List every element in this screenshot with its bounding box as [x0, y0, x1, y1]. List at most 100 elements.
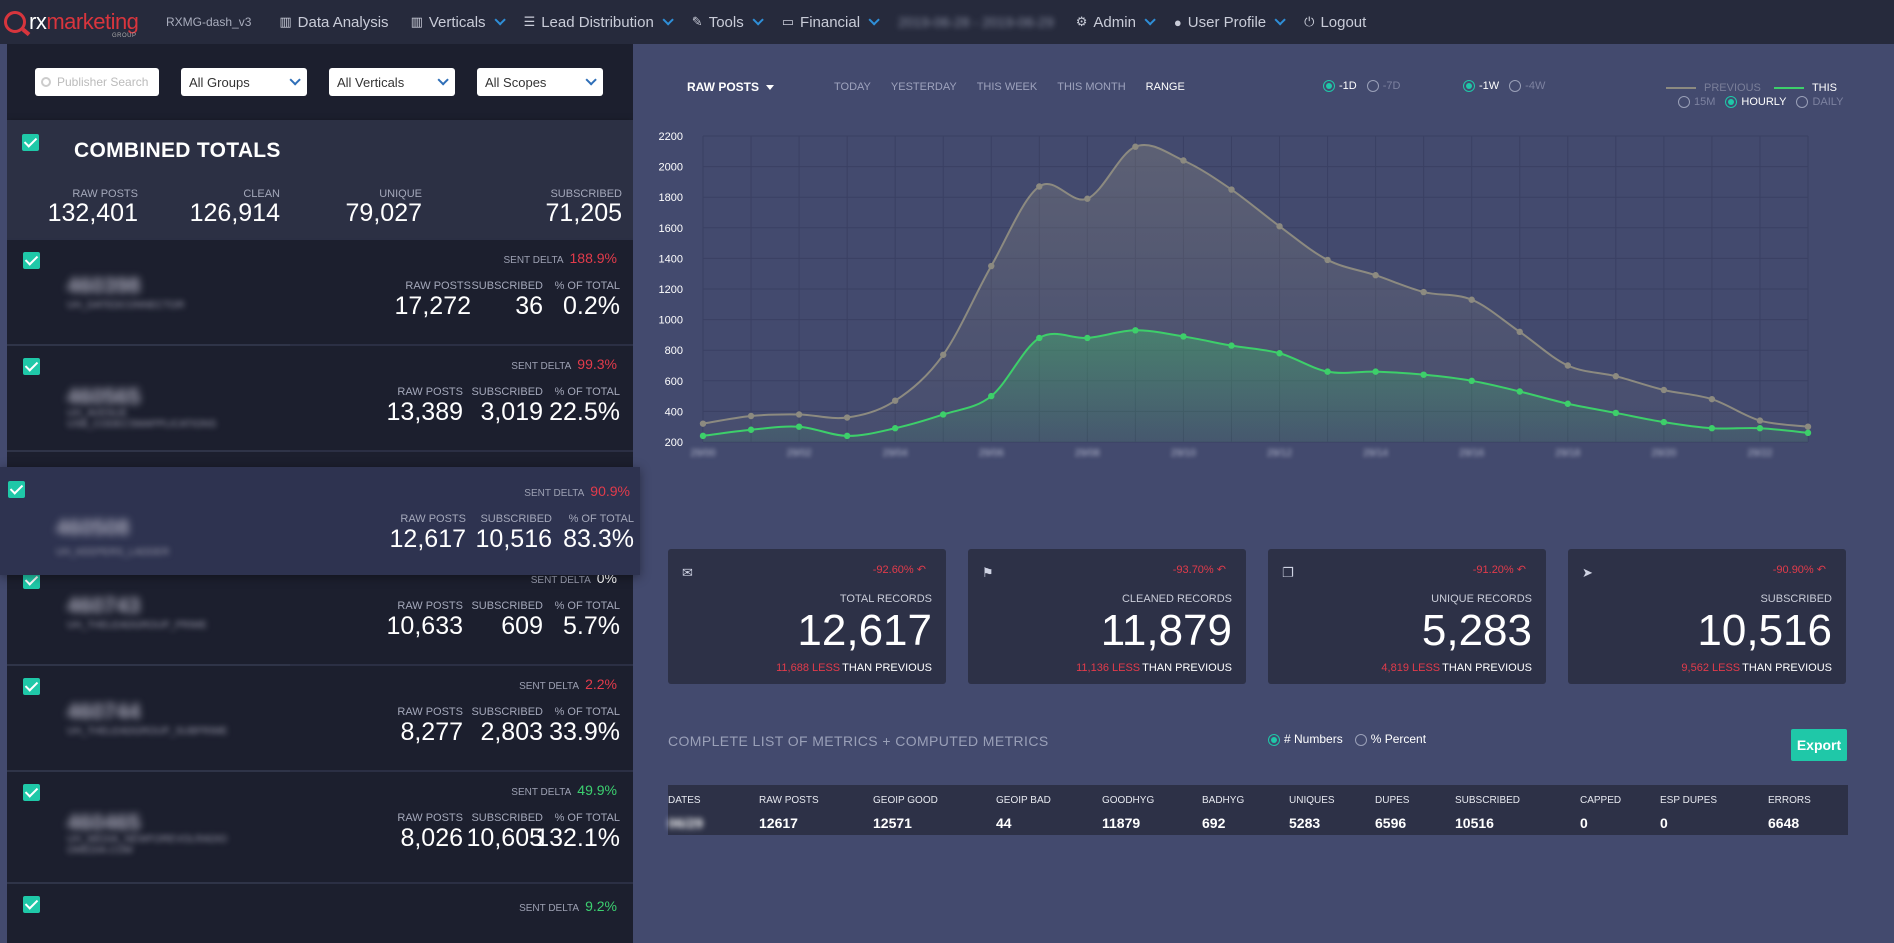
publisher-checkbox[interactable] — [23, 896, 40, 913]
app-name: RXMG-dash_v3 — [166, 15, 252, 29]
range-tabs: TODAY YESTERDAY THIS WEEK THIS MONTH RAN… — [834, 81, 1185, 93]
data-point — [940, 411, 947, 418]
search-icon — [41, 77, 51, 87]
export-button[interactable]: Export — [1791, 729, 1847, 761]
nav-logout[interactable]: ⏻ Logout — [1304, 13, 1367, 31]
filters-bar: All Groups All Verticals All Scopes — [7, 44, 633, 120]
data-point — [1372, 272, 1379, 279]
publisher-name: UH_KEEPERS_LADDER — [56, 547, 170, 558]
y-tick-label: 600 — [665, 376, 683, 388]
data-point — [795, 411, 803, 418]
x-tick-label: 29/18 — [1555, 448, 1580, 459]
paper-plane-icon: ➤ — [1582, 565, 1593, 580]
publisher-card[interactable]: 460565 UH_AVENUE USB_CODECSMAPPLICATIONS… — [7, 346, 633, 452]
publisher-checkbox[interactable] — [8, 481, 25, 498]
top-nav: rxmarketing GROUP RXMG-dash_v3 ▥ Data An… — [0, 0, 1894, 44]
chevron-down-icon — [1144, 14, 1156, 26]
chevron-down-icon — [868, 14, 880, 26]
y-tick-label: 1200 — [659, 284, 683, 296]
table-header: CAPPED — [1580, 795, 1622, 806]
envelope-icon: ✉ — [682, 565, 693, 580]
range-today[interactable]: TODAY — [834, 81, 871, 93]
radio-percent[interactable]: % Percent — [1354, 732, 1426, 746]
sent-delta: SENT DELTA 90.9% — [524, 483, 630, 499]
nav-user-profile[interactable]: ● User Profile — [1174, 14, 1286, 31]
nav-tools[interactable]: ✎ Tools — [692, 14, 764, 31]
nav-verticals[interactable]: ▥ Verticals — [410, 14, 506, 31]
combined-stat: UNIQUE 79,027 — [345, 188, 422, 227]
data-point — [1276, 223, 1283, 230]
combined-checkbox[interactable] — [22, 134, 39, 151]
radio-15m[interactable]: 15M — [1678, 96, 1715, 109]
radio-minus-1w[interactable]: -1W — [1463, 80, 1499, 93]
table-cell: 12571 — [873, 815, 912, 831]
scopes-select[interactable]: All Scopes — [477, 68, 603, 96]
data-point — [940, 351, 947, 358]
publisher-name: UH_THELEADGROUP_PRIME — [67, 620, 208, 631]
data-point — [988, 262, 995, 270]
publisher-card[interactable]: 460398 UH_DATEDCONNECTOR SENT DELTA 188.9… — [7, 240, 633, 346]
range-yesterday[interactable]: YESTERDAY — [890, 81, 957, 93]
groups-select[interactable]: All Groups — [181, 68, 307, 96]
granularity-radios: 15M HOURLY DAILY — [1678, 96, 1843, 109]
publisher-checkbox[interactable] — [23, 784, 40, 801]
data-point — [1804, 429, 1812, 437]
publisher-checkbox[interactable] — [23, 252, 40, 269]
chevron-down-icon — [1274, 14, 1286, 26]
table-cell: 06/29 — [668, 815, 704, 831]
x-tick-label: 29/10 — [1171, 448, 1196, 459]
publisher-card-selected[interactable]: 460508 UH_KEEPERS_LADDER SENT DELTA 90.9%… — [0, 467, 640, 575]
publisher-checkbox[interactable] — [23, 358, 40, 375]
sent-delta: SENT DELTA 9.2% — [519, 898, 617, 914]
data-point — [1420, 371, 1427, 378]
publisher-pct-total: % OF TOTAL 22.5% — [549, 386, 620, 426]
kpi-delta: -92.60% ↶ — [872, 564, 926, 576]
table-header: ESP DUPES — [1660, 795, 1718, 806]
range-this-month[interactable]: THIS MONTH — [1057, 81, 1126, 93]
publisher-id: 460743 — [67, 593, 141, 618]
data-point — [843, 414, 851, 421]
sent-delta: SENT DELTA 99.3% — [511, 356, 617, 372]
metric-dropdown[interactable]: RAW POSTS — [687, 80, 775, 94]
x-tick-label: 29/08 — [1075, 448, 1100, 459]
publisher-card[interactable]: 460744 UH_THELEADGROUP_SUBPRIME SENT DEL… — [7, 666, 633, 772]
y-tick-label: 1600 — [659, 223, 683, 235]
nav-admin[interactable]: ⚙ Admin — [1076, 14, 1156, 31]
range-range[interactable]: RANGE — [1145, 81, 1185, 93]
data-point — [1708, 395, 1716, 403]
date-range[interactable]: 2019-06-28 - 2019-06-29 — [898, 14, 1054, 30]
publisher-checkbox[interactable] — [23, 678, 40, 695]
combined-totals-card: COMBINED TOTALS RAW POSTS 132,401 CLEAN 12… — [7, 120, 633, 240]
chart-series — [699, 143, 1812, 442]
radio-minus-7d[interactable]: -7D — [1366, 80, 1400, 93]
publisher-id: 460565 — [67, 384, 141, 409]
publisher-checkbox[interactable] — [23, 572, 40, 589]
verticals-select[interactable]: All Verticals — [329, 68, 455, 96]
nav-lead-distribution[interactable]: ☰ Lead Distribution — [524, 14, 674, 31]
publisher-card[interactable]: 460465 UH_MEDIA_NEWFOREVOLRADIO OMEDIA.C… — [7, 772, 633, 884]
nav-data-analysis[interactable]: ▥ Data Analysis — [279, 13, 389, 31]
publisher-search-input[interactable] — [57, 75, 153, 89]
table-cell: 44 — [996, 815, 1012, 831]
combined-stat: CLEAN 126,914 — [189, 188, 280, 227]
radio-minus-4w[interactable]: -4W — [1509, 80, 1545, 93]
x-tick-label: 29/22 — [1747, 448, 1772, 459]
radio-minus-1d[interactable]: -1D — [1323, 80, 1357, 93]
publisher-subscribed: SUBSCRIBED 609 — [471, 600, 543, 640]
radio-hourly[interactable]: HOURLY — [1725, 96, 1786, 109]
table-header: DATES — [668, 795, 701, 806]
publisher-search[interactable] — [35, 68, 159, 96]
table-header: DUPES — [1375, 795, 1410, 806]
range-this-week[interactable]: THIS WEEK — [976, 81, 1038, 93]
power-icon: ⏻ — [1304, 14, 1315, 29]
x-tick-label: 29/16 — [1459, 448, 1484, 459]
radio-daily[interactable]: DAILY — [1796, 96, 1843, 109]
nav-financial[interactable]: ▭ Financial — [782, 14, 880, 31]
publisher-card[interactable]: SENT DELTA 9.2% — [7, 884, 633, 943]
logo[interactable]: rxmarketing GROUP — [4, 9, 154, 39]
table-header: GEOIP BAD — [996, 795, 1051, 806]
publisher-card[interactable]: 460743 UH_THELEADGROUP_PRIME SENT DELTA 0… — [7, 560, 633, 666]
compare-day-radios: -1D -7D — [1323, 80, 1400, 93]
radio-numbers[interactable]: # Numbers — [1268, 732, 1343, 746]
building-icon: ▥ — [410, 14, 423, 29]
